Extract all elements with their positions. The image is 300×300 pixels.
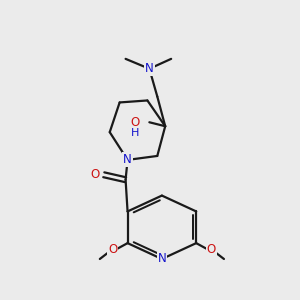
Text: O: O [206, 243, 216, 256]
Text: N: N [123, 153, 132, 167]
Text: O: O [130, 116, 140, 129]
Text: N: N [145, 62, 154, 75]
Text: N: N [158, 253, 166, 266]
Text: O: O [108, 243, 117, 256]
Text: O: O [91, 168, 100, 181]
Text: H: H [131, 128, 140, 138]
